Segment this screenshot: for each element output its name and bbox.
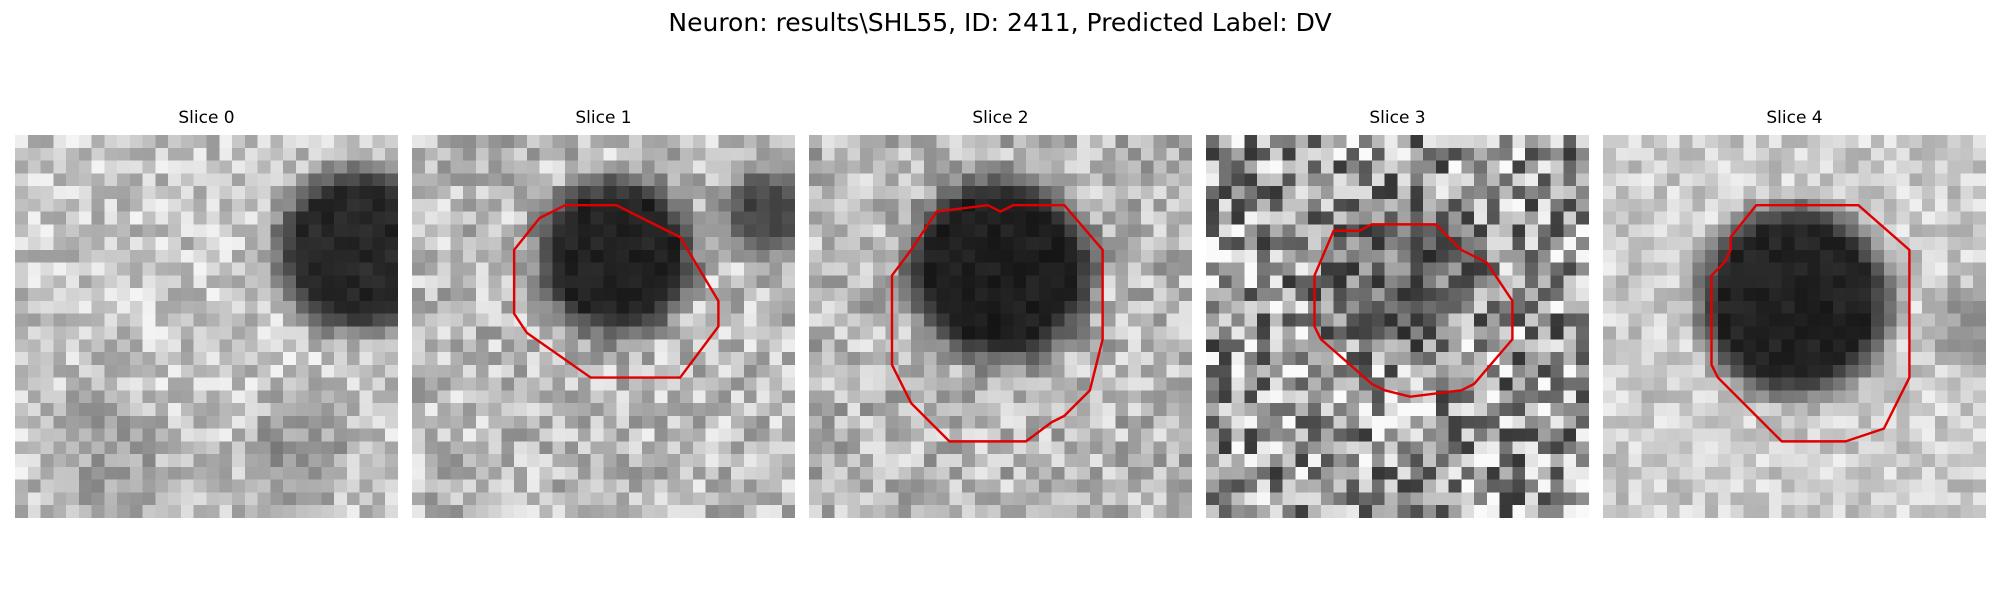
slice-image-2 <box>809 135 1192 518</box>
slice-panel-3: Slice 3 <box>1206 108 1589 519</box>
slice-panel-0: Slice 0 <box>15 108 398 519</box>
roi-contour <box>890 204 1104 443</box>
slice-title: Slice 4 <box>1766 108 1823 128</box>
roi-contour <box>1313 223 1514 398</box>
slice-title: Slice 0 <box>178 108 235 128</box>
slice-image-1 <box>412 135 795 518</box>
slice-panel-2: Slice 2 <box>809 108 1192 519</box>
roi-contour <box>512 204 720 379</box>
figure-title: Neuron: results\SHL55, ID: 2411, Predict… <box>668 8 1332 37</box>
slice-panel-1: Slice 1 <box>412 108 795 519</box>
slice-image-4 <box>1603 135 1986 518</box>
slice-title: Slice 1 <box>575 108 632 128</box>
slice-image-3 <box>1206 135 1589 518</box>
slice-image-0 <box>15 135 398 518</box>
slice-title: Slice 3 <box>1369 108 1426 128</box>
slice-title: Slice 2 <box>972 108 1029 128</box>
slice-panel-4: Slice 4 <box>1603 108 1986 519</box>
roi-contour <box>1710 204 1911 443</box>
